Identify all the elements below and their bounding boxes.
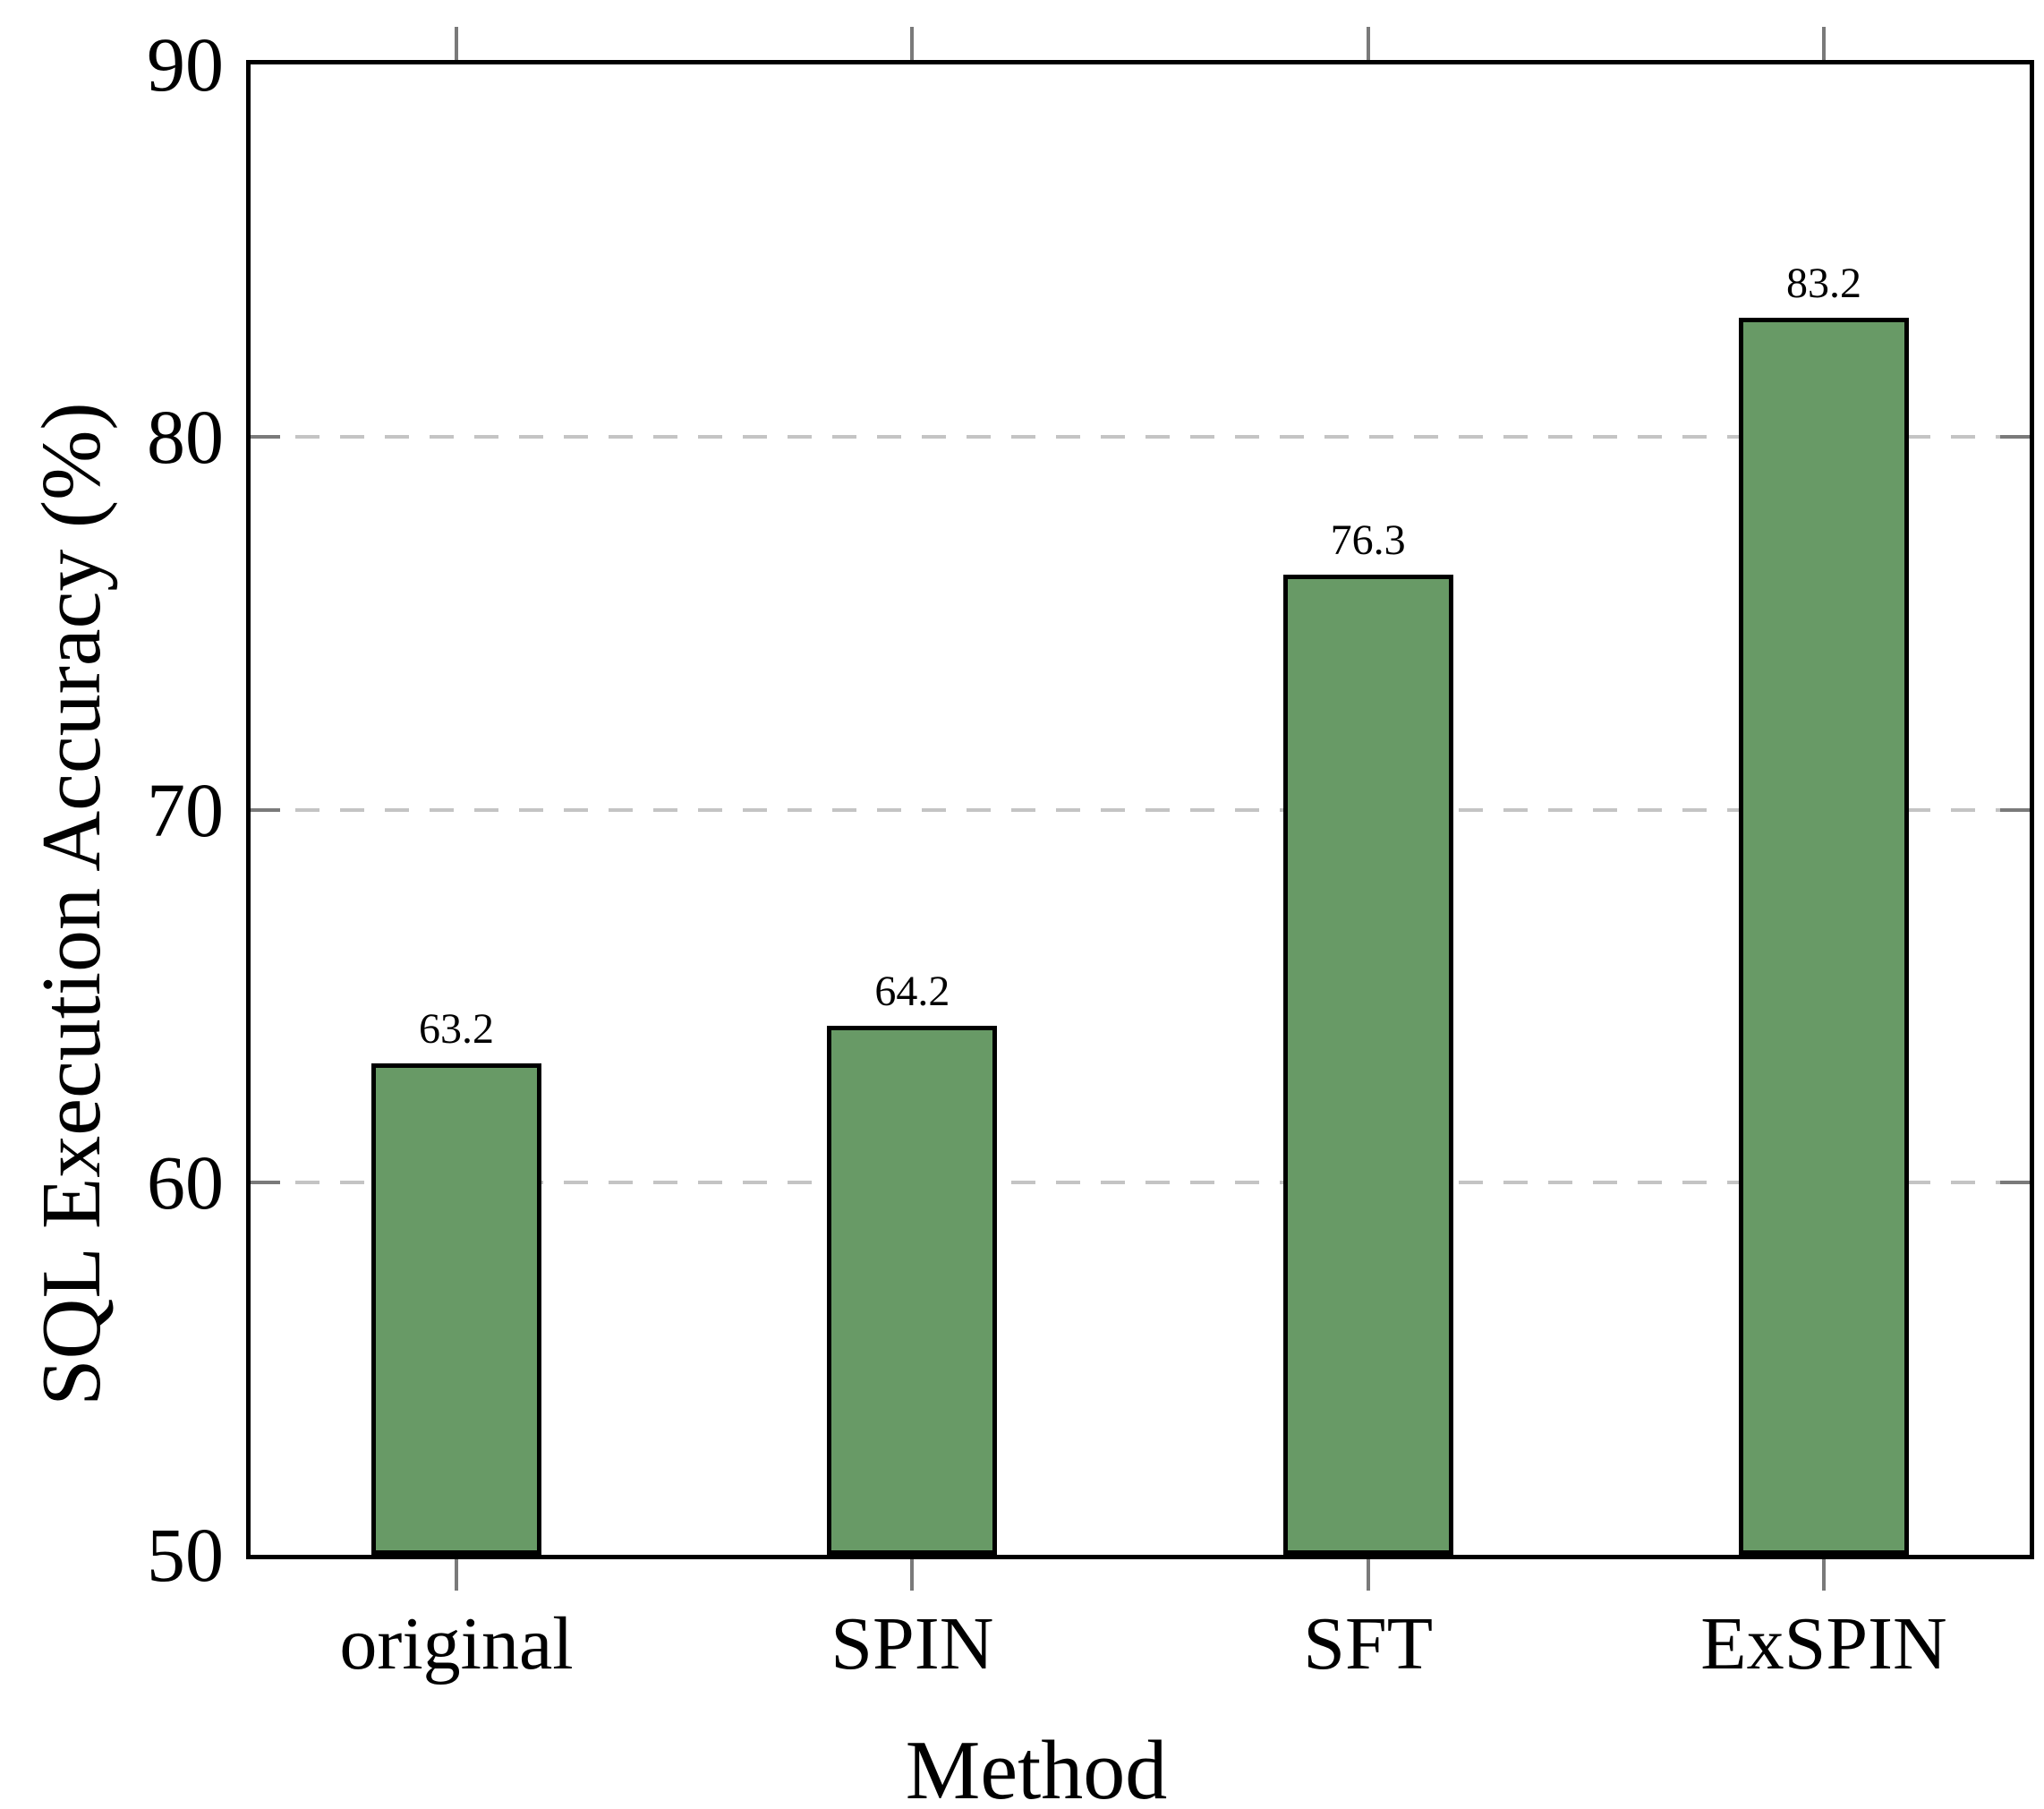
- x-tick-top-SFT: [1366, 27, 1370, 60]
- bar-ExSPIN: [1739, 318, 1909, 1555]
- plot-inner: 63.2 64.2 76.3 83.2: [251, 64, 2030, 1555]
- x-tick-label-SPIN: SPIN: [830, 1602, 994, 1685]
- x-tick-label-SFT: SFT: [1303, 1602, 1434, 1685]
- y-tick-label-50: 50: [147, 1512, 224, 1598]
- y-tick-inner-right-60: [2000, 1180, 2030, 1184]
- gridline-80: [251, 435, 2030, 439]
- x-axis-label: Method: [905, 1724, 1168, 1809]
- gridline-60: [251, 1180, 2030, 1184]
- bar-SPIN: [827, 1025, 998, 1555]
- plot-area: 63.2 64.2 76.3 83.2: [246, 60, 2034, 1559]
- y-axis-label: SQL Execution Accuracy (%): [25, 402, 118, 1406]
- bar-original: [371, 1062, 541, 1555]
- x-tick-top-ExSPIN: [1822, 27, 1826, 60]
- y-tick-label-70: 70: [147, 766, 224, 853]
- bar-value-label-ExSPIN: 83.2: [1786, 260, 1861, 308]
- bar-value-label-SPIN: 64.2: [874, 967, 950, 1015]
- x-tick-bottom-SPIN: [910, 1559, 915, 1591]
- y-tick-inner-left-70: [251, 807, 280, 812]
- y-tick-inner-left-80: [251, 435, 280, 439]
- y-tick-inner-right-70: [2000, 807, 2030, 812]
- x-tick-label-ExSPIN: ExSPIN: [1700, 1602, 1947, 1685]
- x-tick-bottom-ExSPIN: [1822, 1559, 1826, 1591]
- y-tick-inner-left-60: [251, 1180, 280, 1184]
- x-tick-bottom-original: [455, 1559, 458, 1591]
- x-tick-top-original: [455, 27, 458, 60]
- x-tick-bottom-SFT: [1366, 1559, 1370, 1591]
- gridline-70: [251, 807, 2030, 812]
- y-tick-label-60: 60: [147, 1139, 224, 1225]
- y-tick-label-80: 80: [147, 394, 224, 481]
- x-tick-top-SPIN: [910, 27, 915, 60]
- x-tick-label-original: original: [339, 1602, 574, 1685]
- y-tick-label-90: 90: [147, 21, 224, 107]
- bar-SFT: [1282, 575, 1453, 1555]
- bar-value-label-original: 63.2: [419, 1004, 494, 1053]
- y-tick-inner-right-80: [2000, 435, 2030, 439]
- bar-value-label-SFT: 76.3: [1330, 516, 1406, 565]
